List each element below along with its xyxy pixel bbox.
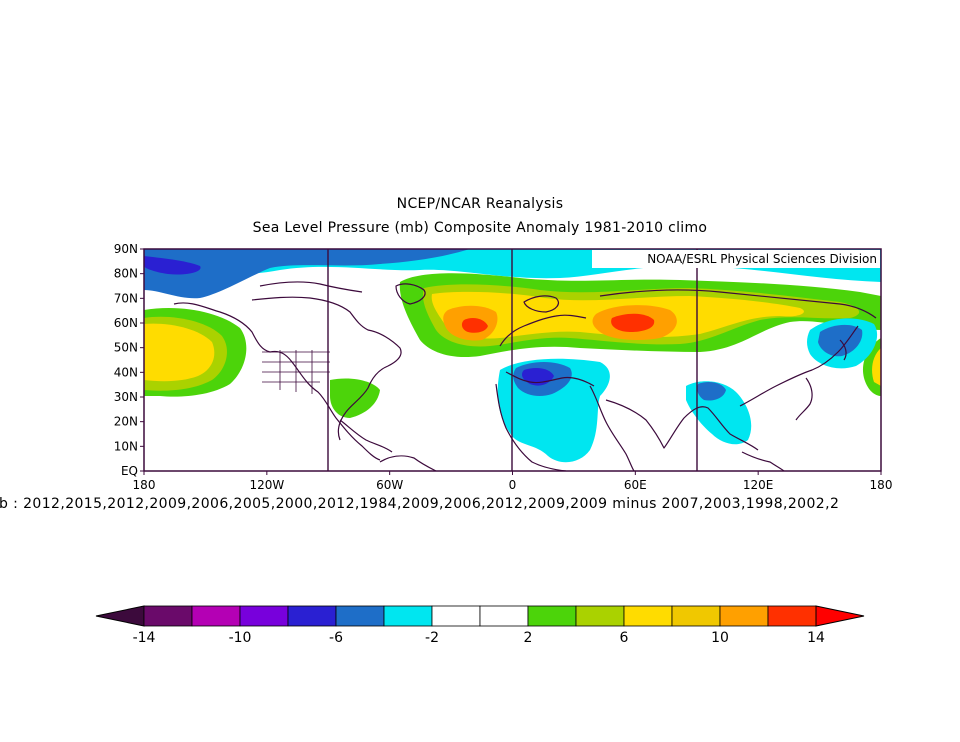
chart-title: NCEP/NCAR Reanalysis	[396, 196, 564, 212]
composite-years-caption: eb : 2012,2015,2012,2009,2006,2005,2000,…	[0, 496, 840, 512]
colorbar-tick-label: -2	[425, 630, 439, 646]
lat-label: 20N	[114, 415, 138, 429]
lat-label: 90N	[114, 242, 138, 256]
lon-label: 0	[509, 478, 517, 492]
colorbar-swatch	[623, 605, 673, 627]
colorbar-swatch	[287, 605, 337, 627]
colorbar-swatch	[575, 605, 625, 627]
colorbar-swatch	[191, 605, 241, 627]
colorbar-tick-label: -14	[133, 630, 156, 646]
colorbar-tick-label: 10	[711, 630, 729, 646]
lat-label: 60N	[114, 316, 138, 330]
colorbar-swatch	[527, 605, 577, 627]
latitude-axis: 90N 80N 70N 60N 50N 40N 30N 20N 10N EQ	[114, 242, 144, 478]
colorbar-swatch	[767, 605, 817, 627]
lon-label: 60E	[624, 478, 647, 492]
colorbar-swatch	[431, 605, 481, 627]
coastlines	[173, 281, 877, 471]
colorbar-swatch	[335, 605, 385, 627]
lon-label: 60W	[376, 478, 403, 492]
colorbar-ticks: -14 -10 -6 -2 2 6 10 14	[133, 630, 825, 646]
lon-label: 120W	[249, 478, 284, 492]
lat-label: 10N	[114, 439, 138, 453]
colorbar-swatch	[239, 605, 289, 627]
lon-label: 180	[870, 478, 893, 492]
colorbar-swatch	[383, 605, 433, 627]
lat-label: 30N	[114, 390, 138, 404]
lon-label: 120E	[743, 478, 774, 492]
colorbar-tick-label: -10	[229, 630, 252, 646]
colorbar-tick-label: 6	[620, 630, 629, 646]
longitude-axis: 180 120W 60W 0 60E 120E 180	[133, 471, 893, 492]
colorbar-tick-label: 14	[807, 630, 825, 646]
colorbar-tick-label: 2	[524, 630, 533, 646]
lat-label: 80N	[114, 267, 138, 281]
colorbar-tick-label: -6	[329, 630, 343, 646]
chart-subtitle: Sea Level Pressure (mb) Composite Anomal…	[252, 220, 708, 236]
lon-label: 180	[133, 478, 156, 492]
lat-label: 70N	[114, 291, 138, 305]
colorbar-swatch	[479, 605, 529, 627]
reference-meridians	[327, 249, 698, 471]
lat-label: 40N	[114, 365, 138, 379]
colorbar-above-arrow	[815, 605, 865, 627]
credit-text: NOAA/ESRL Physical Sciences Division	[647, 252, 877, 266]
lat-label: EQ	[121, 464, 138, 478]
colorbar-swatch	[671, 605, 721, 627]
colorbar-swatches	[95, 605, 865, 627]
anomaly-shading	[144, 249, 881, 463]
colorbar-below-arrow	[95, 605, 145, 627]
credit-box	[592, 250, 880, 268]
colorbar-swatch	[719, 605, 769, 627]
lat-label: 50N	[114, 341, 138, 355]
colorbar-swatch	[143, 605, 193, 627]
